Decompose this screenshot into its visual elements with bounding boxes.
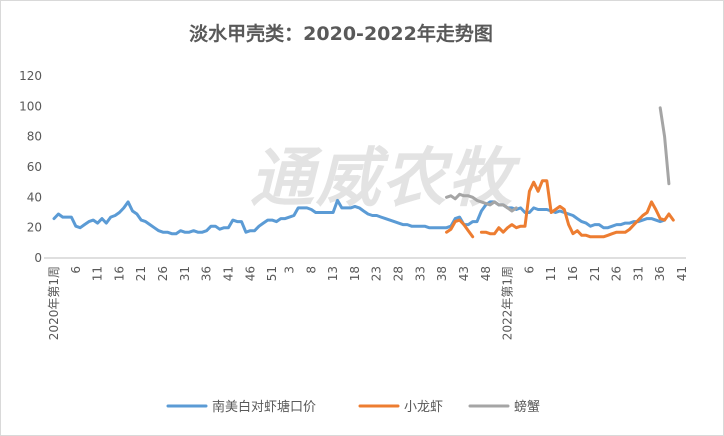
- x-axis: 2020年第1周 6 11 16 21 26 31 36 41 46 51 3 8 13 18 23 28 33 3…: [47, 266, 689, 340]
- plot-area: [52, 106, 675, 239]
- x-tick-label: 38: [435, 266, 449, 281]
- y-tick-label: 40: [27, 190, 42, 204]
- x-tick-label: 41: [675, 266, 689, 281]
- watermark-text: 通威农牧: [250, 142, 521, 216]
- x-tick-label: 31: [631, 266, 645, 281]
- x-tick-label: 36: [200, 266, 214, 281]
- x-tick-label: 11: [544, 266, 558, 281]
- x-tick-label: 28: [392, 266, 406, 281]
- x-tick-label: 6: [522, 266, 536, 274]
- x-tick-label: 48: [479, 266, 493, 281]
- x-tick-label: 18: [348, 266, 362, 281]
- series-line: [479, 179, 675, 239]
- y-tick-label: 20: [27, 221, 42, 235]
- x-tick-label: 6: [69, 266, 83, 274]
- x-tick-label: 51: [265, 266, 279, 281]
- legend-label: 小龙虾: [404, 400, 443, 415]
- series-line: [52, 198, 667, 236]
- x-tick-label: 41: [221, 266, 235, 281]
- y-tick-label: 0: [34, 251, 42, 265]
- legend: 南美白对虾塘口价 小龙虾 螃蟹: [166, 399, 540, 415]
- x-tick-label: 23: [370, 266, 384, 281]
- legend-label: 螃蟹: [514, 399, 540, 415]
- x-tick-label: 13: [326, 266, 340, 281]
- x-tick-label: 16: [566, 266, 580, 281]
- x-tick-label: 21: [134, 266, 148, 281]
- series-line: [658, 106, 671, 186]
- x-tick-label: 26: [156, 266, 170, 281]
- x-tick-label: 43: [457, 266, 471, 281]
- x-tick-label: 11: [91, 266, 105, 281]
- x-tick-label: 3: [283, 266, 297, 274]
- x-tick-label: 16: [112, 266, 126, 281]
- x-tick-label: 33: [413, 266, 427, 281]
- series-line: [445, 218, 475, 239]
- y-tick-label: 120: [19, 69, 42, 83]
- x-tick-label: 8: [304, 266, 318, 274]
- y-tick-label: 60: [27, 160, 42, 174]
- x-tick-label: 26: [610, 266, 624, 281]
- x-tick-label: 2020年第1周: [47, 266, 61, 340]
- x-tick-label: 46: [243, 266, 257, 281]
- y-tick-label: 100: [19, 99, 42, 113]
- x-tick-label: 31: [178, 266, 192, 281]
- x-tick-label: 2022年第1周: [501, 266, 515, 340]
- y-axis: 0 20 40 60 80 100 120: [19, 69, 42, 265]
- series-line: [445, 192, 518, 213]
- x-tick-label: 36: [653, 266, 667, 281]
- legend-label: 南美白对虾塘口价: [212, 399, 316, 415]
- y-tick-label: 80: [27, 130, 42, 144]
- chart-title: 淡水甲壳类：2020-2022年走势图: [189, 22, 493, 45]
- x-tick-label: 21: [588, 266, 602, 281]
